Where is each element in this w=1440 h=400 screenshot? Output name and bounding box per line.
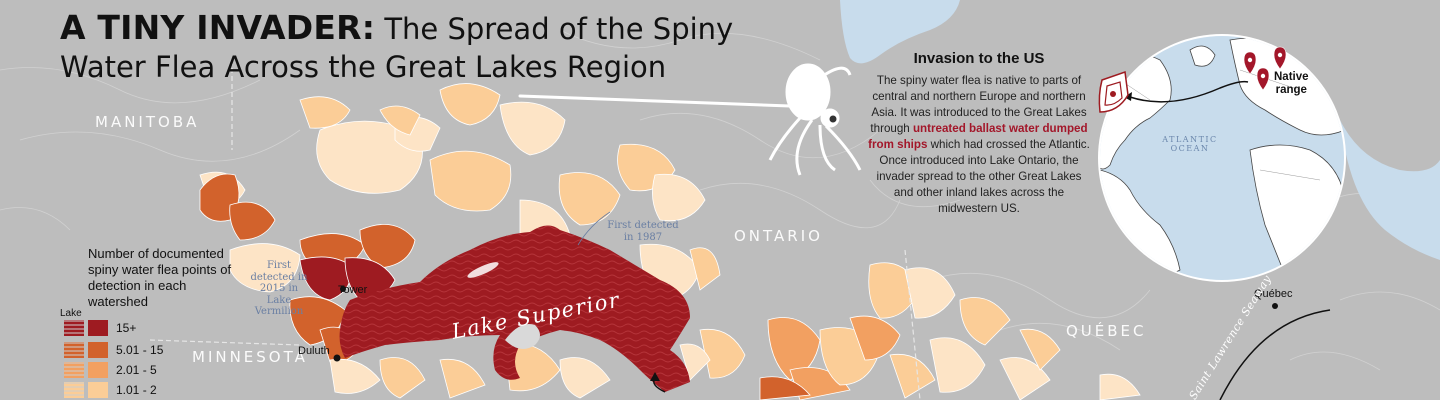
map-pin-icon-2 [1273,46,1287,70]
globe-ocean-label: ATLANTIC OCEAN [1150,135,1230,153]
route-line-globe [1129,80,1249,103]
map-pin-icon-1 [1243,51,1257,75]
legend-label: 1.01 - 2 [116,383,157,397]
isle-royale [467,262,499,278]
annotation-first-detected-1987: First detected in 1987 [598,220,688,243]
arrow-head [650,372,660,381]
legend-swatch [88,382,108,398]
info-panel: Invasion to the US The spiny water flea … [866,50,1092,217]
peninsula-shape [505,324,540,349]
info-text: The spiny water flea is native to parts … [866,73,1092,217]
legend-swatch [88,342,108,358]
legend-swatch [88,320,108,336]
native-line1: Native [1274,71,1309,83]
duluth-dot [333,354,341,362]
map-title: A TINY INVADER: The Spread of the Spiny … [60,8,734,84]
region-quebec: QUÉBEC [1066,322,1147,340]
quebec-dot [1272,303,1278,309]
arrow-1987 [577,211,611,246]
ocean-line1: ATLANTIC [1162,135,1218,144]
annotation-vermilion-line4: Vermilion [254,306,304,317]
legend-label: 5.01 - 15 [116,343,164,357]
legend-lake-swatch [64,342,84,358]
region-ontario: ONTARIO [734,227,823,245]
city-duluth: Duluth [298,345,330,357]
legend-lake-swatch [64,320,84,336]
annotation-1987-line2: in 1987 [623,231,663,243]
seaway-route-line [1219,309,1331,400]
quebec-border [904,249,921,400]
map-pin-icon-3 [1256,67,1270,91]
city-tower: Tower [338,284,368,296]
region-minnesota: MINNESOTA [192,348,308,366]
legend-title: Number of documented spiny water flea po… [88,246,232,309]
tower-dot [340,286,346,292]
title-line2: Water Flea Across the Great Lakes Region [60,49,667,84]
legend-lake-swatch [64,362,84,378]
intl-border [149,339,301,346]
legend-lake-label: Lake [60,308,82,319]
northern-water-2 [1340,120,1440,260]
annotation-vermilion-line3: 2015 in Lake [259,283,299,306]
watershed-patches [199,83,1141,400]
ocean-line2: OCEAN [1170,144,1210,153]
legend-lake-swatch [64,382,84,398]
annotation-vermilion-line1: First [266,260,292,271]
annotation-vermilion: First detected in 2015 in Lake Vermilion [250,260,308,318]
title-bold: A TINY INVADER: [60,8,376,47]
annotation-1987-line1: First detected [607,220,679,231]
city-quebec: Québec [1254,288,1293,300]
region-manitoba: MANITOBA [95,113,200,131]
legend-swatch [88,362,108,378]
legend-label: 15+ [116,321,137,335]
northern-water [840,0,960,64]
spiny-water-flea-illustration [518,63,862,176]
native-range-label: Native range [1274,71,1309,97]
lake-superior-waves [339,225,690,392]
info-text-before: The spiny water flea is native to parts … [870,74,1087,135]
annotation-vermilion-line2: detected in [250,271,308,283]
watershed-lines [0,29,1440,371]
legend-label: 2.01 - 5 [116,363,157,377]
native-line2: range [1275,84,1307,96]
info-heading: Invasion to the US [913,50,1045,67]
info-highlight: untreated ballast water dumped from ship… [868,122,1088,151]
info-text-after: which had crossed the Atlantic. Once int… [876,138,1090,215]
title-line1-rest: The Spread of the Spiny [375,12,734,46]
